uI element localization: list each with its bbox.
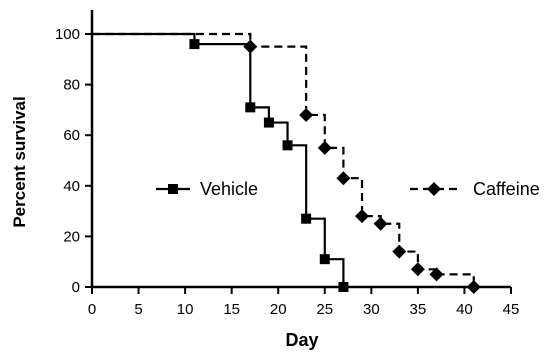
data-point-vehicle — [319, 254, 330, 265]
x-tick-label: 30 — [363, 301, 380, 318]
y-tick-label: 40 — [63, 178, 80, 195]
data-point-caffeine — [299, 107, 314, 122]
data-point-vehicle — [189, 39, 200, 50]
x-tick-label: 20 — [270, 301, 287, 318]
data-point-caffeine — [429, 267, 444, 282]
x-tick-label: 5 — [134, 301, 142, 318]
data-point-caffeine — [392, 244, 407, 259]
series-line-caffeine — [92, 32, 475, 287]
series-group — [92, 32, 481, 294]
data-point-vehicle — [301, 213, 312, 224]
data-point-caffeine — [410, 262, 425, 277]
data-point-caffeine — [466, 280, 481, 294]
data-point-caffeine — [373, 216, 388, 231]
legend-item-caffeine: Caffeine — [410, 179, 540, 199]
y-tick-label: 0 — [72, 279, 80, 296]
x-tick-label: 35 — [410, 301, 427, 318]
series-caffeine — [92, 32, 481, 294]
series-line-vehicle — [92, 32, 345, 287]
y-tick-label: 20 — [63, 228, 80, 245]
y-axis-label: Percent survival — [10, 96, 29, 227]
series-vehicle — [92, 32, 349, 292]
data-point-vehicle — [245, 102, 256, 113]
x-tick-label: 40 — [456, 301, 473, 318]
x-tick-label: 45 — [503, 301, 520, 318]
y-tick-label: 100 — [55, 26, 80, 43]
legend-label-caffeine: Caffeine — [473, 179, 540, 199]
x-tick-label: 10 — [177, 301, 194, 318]
data-point-vehicle — [282, 140, 293, 151]
x-tick-label: 0 — [88, 301, 96, 318]
legend-label-vehicle: Vehicle — [200, 179, 258, 199]
legend-marker-vehicle — [168, 184, 178, 194]
x-tick-label: 15 — [223, 301, 240, 318]
data-point-caffeine — [317, 140, 332, 155]
data-point-vehicle — [263, 117, 274, 128]
data-point-vehicle — [338, 282, 349, 292]
y-tick-label: 60 — [63, 127, 80, 144]
legend-item-vehicle: Vehicle — [156, 179, 258, 199]
axes: 0 20 40 60 80 100 0 5 10 15 20 25 30 35 40 45 — [55, 10, 519, 318]
x-axis-label: Day — [285, 330, 318, 350]
data-point-caffeine — [336, 171, 351, 186]
y-tick-label: 80 — [63, 77, 80, 94]
legend-marker-caffeine — [427, 182, 441, 196]
legend: Vehicle Caffeine — [156, 179, 540, 199]
x-tick-label: 25 — [316, 301, 333, 318]
data-point-caffeine — [243, 39, 258, 54]
data-point-caffeine — [355, 209, 370, 224]
